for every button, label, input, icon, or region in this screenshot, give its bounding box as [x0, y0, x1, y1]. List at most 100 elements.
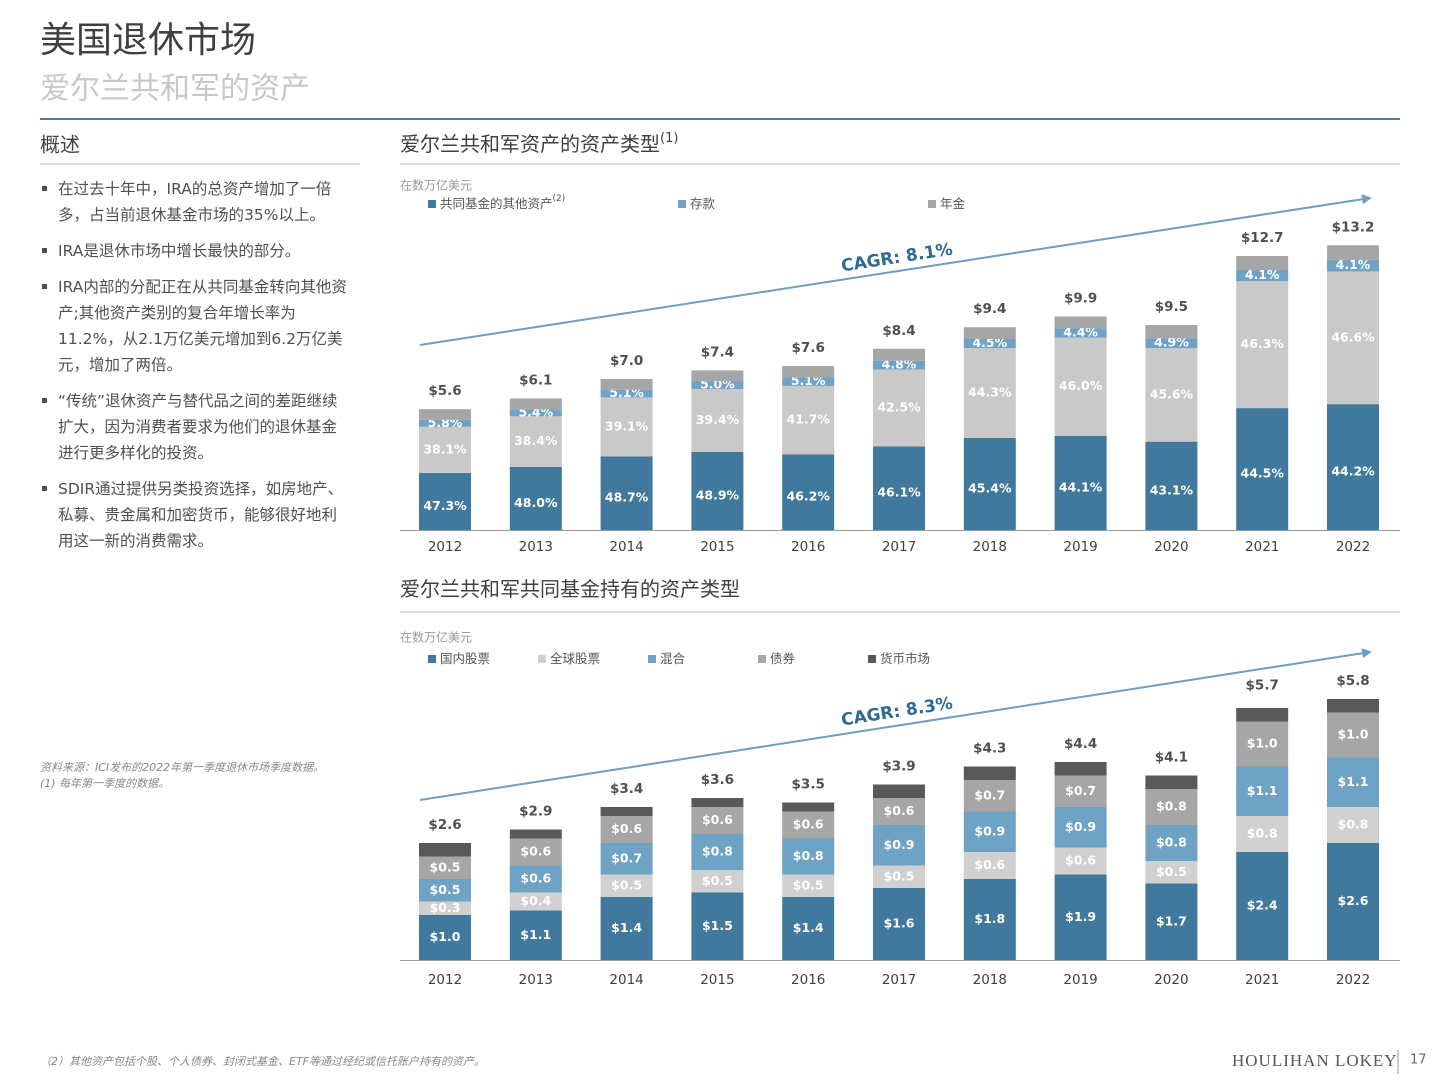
bar-segment: [873, 446, 925, 530]
segment-label: 46.6%: [1331, 329, 1375, 344]
bar-segment: [509, 910, 562, 960]
bar-segment: [782, 874, 835, 897]
bar-segment: [1054, 316, 1107, 329]
segment-label: 38.1%: [423, 441, 467, 456]
bullet: 在过去十年中，IRA的总资产增加了一倍多，占当前退休基金市场的35%以上。: [40, 176, 350, 228]
bar-segment: [782, 802, 835, 812]
unit-label: 在数万亿美元: [400, 630, 472, 645]
x-tick-label: 2015: [700, 539, 734, 555]
bar-segment: [963, 852, 1016, 879]
legend-label: 共同基金的其他资产(2): [440, 194, 565, 211]
bar-segment: [1236, 708, 1289, 722]
total-label: $9.4: [973, 301, 1006, 317]
bar-segment: [873, 825, 925, 866]
bar-segment: [419, 879, 471, 902]
bullet: SDIR通过提供另类投资选择，如房地产、私募、贵金属和加密货币，能够很好地利用这…: [40, 476, 350, 554]
segment-label: $1.8: [974, 911, 1005, 926]
bar-segment: [963, 766, 1016, 780]
bar-segment: [782, 385, 835, 455]
bar-segment: [1145, 441, 1198, 530]
segment-label: 38.4%: [514, 433, 558, 448]
bar-segment: [1327, 245, 1379, 260]
chart-title: 爱尔兰共和军共同基金持有的资产类型: [400, 577, 740, 601]
segment-label: 39.4%: [696, 412, 740, 427]
legend-text: 债券: [770, 651, 796, 666]
legend-swatch: [758, 655, 766, 663]
total-label: $12.7: [1241, 230, 1284, 246]
total-label: $7.6: [792, 340, 825, 356]
total-label: $5.8: [1336, 673, 1369, 689]
bar-segment: [1054, 874, 1107, 960]
segment-label: $1.6: [884, 916, 915, 931]
bar-segment: [873, 369, 925, 447]
x-tick-label: 2015: [700, 972, 734, 988]
bar-segment: [691, 892, 744, 960]
bar-segment: [963, 437, 1016, 530]
segment-label: 45.4%: [968, 480, 1012, 495]
segment-label: 4.1%: [1336, 257, 1371, 272]
total-label: $5.6: [428, 383, 461, 399]
total-label: $8.4: [882, 323, 915, 339]
bar-segment: [600, 807, 653, 816]
bar-segment: [691, 451, 744, 530]
legend-swatch: [678, 200, 686, 208]
x-tick-label: 2014: [609, 972, 643, 988]
bar-segment: [963, 879, 1016, 960]
segment-label: $0.5: [884, 868, 915, 883]
total-label: $9.9: [1064, 290, 1097, 306]
legend-label: 货币市场: [880, 651, 930, 666]
bullet: IRA是退休市场中增长最快的部分。: [40, 238, 350, 264]
total-label: $4.1: [1155, 750, 1188, 766]
segment-label: $0.8: [1156, 835, 1187, 850]
bar-segment: [509, 865, 562, 893]
bar-segment: [873, 798, 925, 825]
total-label: $3.6: [701, 772, 734, 788]
bar-segment: [1327, 404, 1379, 530]
bar-segment: [873, 888, 925, 960]
segment-label: $1.5: [702, 918, 733, 933]
x-tick-label: 2014: [609, 539, 643, 555]
segment-label: $0.7: [974, 787, 1005, 802]
bar-segment: [963, 780, 1016, 812]
x-tick-label: 2022: [1336, 972, 1370, 988]
legend-swatch: [428, 200, 436, 208]
bar-segment: [782, 897, 835, 960]
bar-segment: [419, 856, 471, 879]
bar-segment: [600, 379, 653, 390]
bar-segment: [1327, 712, 1379, 758]
unit-label: 在数万亿美元: [400, 178, 472, 193]
bar-segment: [1054, 807, 1107, 848]
legend-label: 全球股票: [550, 651, 600, 666]
segment-label: $0.8: [1156, 799, 1187, 814]
bar-segment: [509, 409, 562, 417]
segment-label: $0.4: [520, 893, 551, 908]
total-label: $4.3: [973, 741, 1006, 757]
segment-label: 46.3%: [1241, 336, 1285, 351]
legend-text: 存款: [690, 196, 716, 211]
segment-label: $1.1: [1247, 783, 1278, 798]
bar-segment: [419, 915, 471, 960]
bar-segment: [1145, 861, 1198, 884]
segment-label: 43.1%: [1150, 482, 1194, 497]
total-label: $2.9: [519, 804, 552, 820]
segment-label: $1.1: [1338, 774, 1369, 789]
segment-label: $0.6: [974, 857, 1005, 872]
bar-segment: [419, 419, 471, 427]
segment-label: $1.4: [611, 920, 642, 935]
segment-label: $0.7: [1065, 783, 1096, 798]
segment-label: $0.6: [520, 871, 551, 886]
segment-label: $0.5: [1156, 864, 1187, 879]
legend-label: 债券: [770, 651, 796, 666]
x-tick-label: 2021: [1245, 539, 1279, 555]
bar-segment: [691, 370, 744, 382]
bar-segment: [1054, 435, 1107, 530]
bar-segment: [1236, 281, 1289, 409]
x-tick-label: 2017: [882, 539, 916, 555]
legend-text: 货币市场: [880, 651, 930, 666]
legend-text: 混合: [660, 651, 686, 666]
bar-segment: [419, 409, 471, 420]
segment-label: 44.5%: [1241, 466, 1285, 481]
page-title: 美国退休市场: [40, 20, 256, 61]
total-label: $5.7: [1246, 678, 1279, 694]
